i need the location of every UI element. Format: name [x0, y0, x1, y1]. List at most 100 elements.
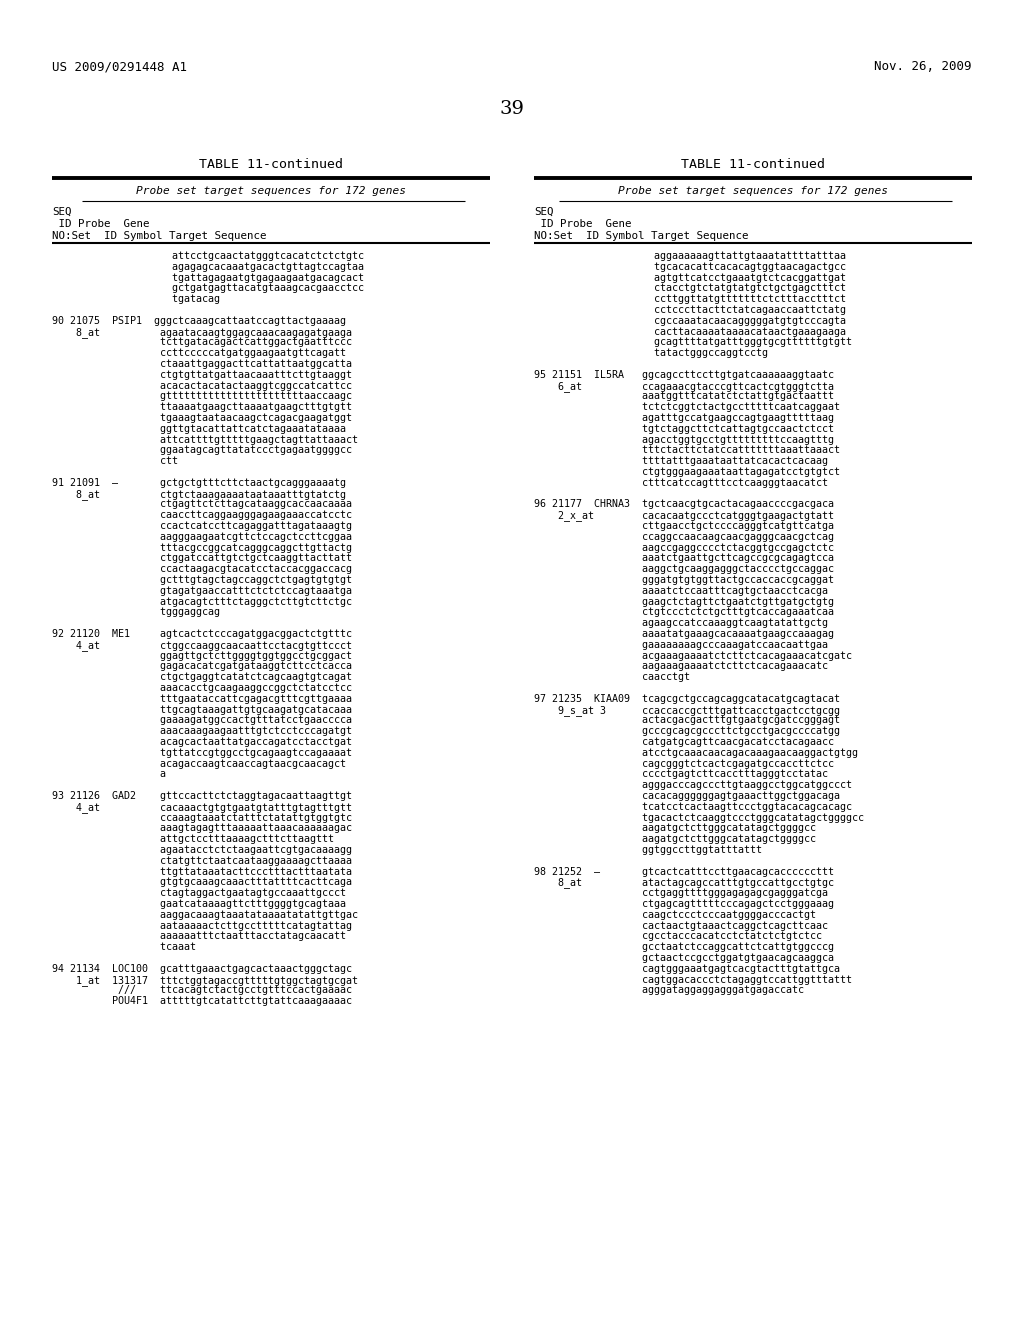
Text: 8_at          atactagcagccatttgtgccattgcctgtgc: 8_at atactagcagccatttgtgccattgcctgtgc [534, 878, 834, 888]
Text: cgcctacccacatcctctatctctgtctcc: cgcctacccacatcctctatctctgtctcc [534, 932, 822, 941]
Text: 98 21252  –       gtcactcatttccttgaacagcaccccccttt: 98 21252 – gtcactcatttccttgaacagcacccccc… [534, 867, 834, 876]
Text: agaagccatccaaaggtcaagtatattgctg: agaagccatccaaaggtcaagtatattgctg [534, 618, 828, 628]
Text: aaaatatgaaagcacaaaatgaagccaaagag: aaaatatgaaagcacaaaatgaagccaaagag [534, 630, 834, 639]
Text: US 2009/0291448 A1: US 2009/0291448 A1 [52, 59, 187, 73]
Text: tttctacttctatccatttttttaaattaaact: tttctacttctatccatttttttaaattaaact [534, 445, 840, 455]
Text: ctaaattgaggacttcattattaatggcatta: ctaaattgaggacttcattattaatggcatta [52, 359, 352, 370]
Text: POU4F1  atttttgtcatattcttgtattcaaagaaaac: POU4F1 atttttgtcatattcttgtattcaaagaaaac [52, 997, 352, 1006]
Text: attcctgcaactatgggtcacatctctctgtc: attcctgcaactatgggtcacatctctctgtc [52, 251, 364, 261]
Text: tgtctaggcttctcattagtgccaactctcct: tgtctaggcttctcattagtgccaactctcct [534, 424, 834, 434]
Text: ctgtgggaagaaataattagagatcctgtgtct: ctgtgggaagaaataattagagatcctgtgtct [534, 467, 840, 477]
Text: Probe set target sequences for 172 genes: Probe set target sequences for 172 genes [136, 186, 406, 195]
Text: aagatgctcttgggcatatagctggggcc: aagatgctcttgggcatatagctggggcc [534, 824, 816, 833]
Text: a: a [52, 770, 166, 779]
Text: cactaactgtaaactcaggctcagcttcaac: cactaactgtaaactcaggctcagcttcaac [534, 920, 828, 931]
Text: cctgaggttttgggagagagcgagggatcga: cctgaggttttgggagagagcgagggatcga [534, 888, 828, 898]
Text: ctt: ctt [52, 457, 178, 466]
Text: ctttcatccagtttcctcaagggtaacatct: ctttcatccagtttcctcaagggtaacatct [534, 478, 828, 488]
Text: tgggaggcag: tgggaggcag [52, 607, 220, 618]
Text: tgaaagtaataacaagctcagacgaagatggt: tgaaagtaataacaagctcagacgaagatggt [52, 413, 352, 422]
Text: ccactaagacgtacatcctaccacggaccacg: ccactaagacgtacatcctaccacggaccacg [52, 564, 352, 574]
Text: ccaaagtaaatctatttctatattgtggtgtc: ccaaagtaaatctatttctatattgtggtgtc [52, 813, 352, 822]
Text: caacctgt: caacctgt [534, 672, 690, 682]
Text: ///    ttcacagtctactgcctgtttccactgaaaac: /// ttcacagtctactgcctgtttccactgaaaac [52, 986, 352, 995]
Text: cccctgagtcttcacctttagggtcctatac: cccctgagtcttcacctttagggtcctatac [534, 770, 828, 779]
Text: aaaatctccaatttcagtgctaacctcacga: aaaatctccaatttcagtgctaacctcacga [534, 586, 828, 595]
Text: 1_at  131317  tttctggtagaccgtttttgtggctagtgcgat: 1_at 131317 tttctggtagaccgtttttgtggctagt… [52, 974, 358, 986]
Text: 2_x_at        cacacaatgccctcatgggtgaagactgtatt: 2_x_at cacacaatgccctcatgggtgaagactgtatt [534, 511, 834, 521]
Text: agagagcacaaatgacactgttagtccagtaa: agagagcacaaatgacactgttagtccagtaa [52, 261, 364, 272]
Text: tcaaat: tcaaat [52, 942, 196, 952]
Text: 92 21120  ME1     agtcactctcccagatggacggactctgtttc: 92 21120 ME1 agtcactctcccagatggacggactct… [52, 630, 352, 639]
Text: aagccgaggcccctctacggtgccgagctctc: aagccgaggcccctctacggtgccgagctctc [534, 543, 834, 553]
Text: Nov. 26, 2009: Nov. 26, 2009 [874, 59, 972, 73]
Text: SEQ: SEQ [52, 207, 72, 216]
Text: aaaaaatttctaatttacctatagcaacatt: aaaaaatttctaatttacctatagcaacatt [52, 932, 346, 941]
Text: gtttttttttttttttttttttttaaccaagc: gtttttttttttttttttttttttaaccaagc [52, 392, 352, 401]
Text: ctatgttctaatcaataaggaaaagcttaaaa: ctatgttctaatcaataaggaaaagcttaaaa [52, 855, 352, 866]
Text: tttacgccggcatcagggcaggcttgttactg: tttacgccggcatcagggcaggcttgttactg [52, 543, 352, 553]
Text: ttttatttgaaataattatcacactcacaag: ttttatttgaaataattatcacactcacaag [534, 457, 828, 466]
Text: agtgttcatcctgaaatgtctcacggattgat: agtgttcatcctgaaatgtctcacggattgat [534, 273, 846, 282]
Text: gtagatgaaccatttctctctccagtaaatga: gtagatgaaccatttctctctccagtaaatga [52, 586, 352, 595]
Text: tgcacacattcacacagtggtaacagactgcc: tgcacacattcacacagtggtaacagactgcc [534, 261, 846, 272]
Text: caaccttcaggaagggagaagaaaccatcctc: caaccttcaggaagggagaagaaaccatcctc [52, 511, 352, 520]
Text: 39: 39 [500, 100, 524, 117]
Text: atcctgcaaacaacagacaaagaacaaggactgtgg: atcctgcaaacaacagacaaagaacaaggactgtgg [534, 748, 858, 758]
Text: ggaatagcagttatatccctgagaatggggcc: ggaatagcagttatatccctgagaatggggcc [52, 445, 352, 455]
Text: gtgtgcaaagcaaactttattttcacttcaga: gtgtgcaaagcaaactttattttcacttcaga [52, 878, 352, 887]
Text: gaaaagatggccactgtttatcctgaacccca: gaaaagatggccactgtttatcctgaacccca [52, 715, 352, 726]
Text: TABLE 11-continued: TABLE 11-continued [681, 158, 825, 172]
Text: ggtggccttggtatttattt: ggtggccttggtatttattt [534, 845, 762, 855]
Text: ccttggttatgtttttttctctttacctttct: ccttggttatgtttttttctctttacctttct [534, 294, 846, 304]
Text: aaggacaaagtaaatataaaatatattgttgac: aaggacaaagtaaatataaaatatattgttgac [52, 909, 358, 920]
Text: ggttgtacattattcatctagaaatataaaa: ggttgtacattattcatctagaaatataaaa [52, 424, 346, 434]
Text: gggatgtgtggttactgccaccaccgcaggat: gggatgtgtggttactgccaccaccgcaggat [534, 576, 834, 585]
Text: tgacactctcaaggtccctgggcatatagctggggcc: tgacactctcaaggtccctgggcatatagctggggcc [534, 813, 864, 822]
Text: 4_at          cacaaactgtgtgaatgtatttgtagtttgtt: 4_at cacaaactgtgtgaatgtatttgtagtttgtt [52, 801, 352, 813]
Text: gcagttttatgatttgggtgcgttttttgtgtt: gcagttttatgatttgggtgcgttttttgtgtt [534, 338, 852, 347]
Text: ctgagcagtttttcccagagctcctgggaaag: ctgagcagtttttcccagagctcctgggaaag [534, 899, 834, 909]
Text: gaatcataaaagttctttggggtgcagtaaa: gaatcataaaagttctttggggtgcagtaaa [52, 899, 346, 909]
Text: cacacaggggggagtgaaacttggctggacaga: cacacaggggggagtgaaacttggctggacaga [534, 791, 840, 801]
Text: tgattagagaatgtgagaagaatgacagcact: tgattagagaatgtgagaagaatgacagcact [52, 273, 364, 282]
Text: 8_at          agaatacaagtggagcaaacaagagatgaaga: 8_at agaatacaagtggagcaaacaagagatgaaga [52, 326, 352, 338]
Text: attgctcctttaaaagctttcttaagttt: attgctcctttaaaagctttcttaagttt [52, 834, 334, 845]
Text: acgaaagaaaatctcttctcacagaaacatcgatc: acgaaagaaaatctcttctcacagaaacatcgatc [534, 651, 852, 660]
Text: aaggctgcaaggagggctacccctgccaggac: aaggctgcaaggagggctacccctgccaggac [534, 564, 834, 574]
Text: 6_at          ccagaaacgtacccgttcactcgtgggtctta: 6_at ccagaaacgtacccgttcactcgtgggtctta [534, 380, 834, 392]
Text: 8_at          ctgtctaaagaaaataataaatttgtatctg: 8_at ctgtctaaagaaaataataaatttgtatctg [52, 488, 346, 499]
Text: tcatcctcactaagttccctggtacacagcacagc: tcatcctcactaagttccctggtacacagcacagc [534, 801, 852, 812]
Text: ID Probe  Gene: ID Probe Gene [534, 219, 632, 228]
Text: SEQ: SEQ [534, 207, 554, 216]
Text: ctgtccctctctgctttgtcaccagaaatcaa: ctgtccctctctgctttgtcaccagaaatcaa [534, 607, 834, 618]
Text: aagaaagaaaatctcttctcacagaaacatc: aagaaagaaaatctcttctcacagaaacatc [534, 661, 828, 672]
Text: aaagtagagtttaaaaattaaacaaaaaagac: aaagtagagtttaaaaattaaacaaaaaagac [52, 824, 352, 833]
Text: cagcgggtctcactcgagatgccaccttctcc: cagcgggtctcactcgagatgccaccttctcc [534, 759, 834, 768]
Text: gcccgcagcgcccttctgcctgacgccccatgg: gcccgcagcgcccttctgcctgacgccccatgg [534, 726, 840, 737]
Text: agggataggaggagggatgagaccatc: agggataggaggagggatgagaccatc [534, 986, 804, 995]
Text: ttgcagtaaagattgtgcaagatgcatacaaa: ttgcagtaaagattgtgcaagatgcatacaaa [52, 705, 352, 714]
Text: gaaaaaaaagcccaaagatccaacaattgaa: gaaaaaaaagcccaaagatccaacaattgaa [534, 640, 828, 649]
Text: 94 21134  LOC100  gcatttgaaactgagcactaaactgggctagc: 94 21134 LOC100 gcatttgaaactgagcactaaact… [52, 964, 352, 974]
Text: ccactcatccttcagaggatttagataaagtg: ccactcatccttcagaggatttagataaagtg [52, 521, 352, 531]
Text: TABLE 11-continued: TABLE 11-continued [199, 158, 343, 172]
Text: aaacaaagaagaatttgtctcctcccagatgt: aaacaaagaagaatttgtctcctcccagatgt [52, 726, 352, 737]
Text: 96 21177  CHRNA3  tgctcaacgtgcactacagaaccccgacgaca: 96 21177 CHRNA3 tgctcaacgtgcactacagaaccc… [534, 499, 834, 510]
Text: atgacagtctttctagggctcttgtcttctgc: atgacagtctttctagggctcttgtcttctgc [52, 597, 352, 607]
Text: catgatgcagttcaacgacatcctacagaacc: catgatgcagttcaacgacatcctacagaacc [534, 737, 834, 747]
Text: ccttcccccatgatggaagaatgttcagatt: ccttcccccatgatggaagaatgttcagatt [52, 348, 346, 358]
Text: 97 21235  KIAA09  tcagcgctgccagcaggcatacatgcagtacat: 97 21235 KIAA09 tcagcgctgccagcaggcatacat… [534, 694, 840, 704]
Text: 91 21091  –       gctgctgtttcttctaactgcagggaaaatg: 91 21091 – gctgctgtttcttctaactgcagggaaaa… [52, 478, 346, 488]
Text: agaatacctctctaagaattcgtgacaaaagg: agaatacctctctaagaattcgtgacaaaagg [52, 845, 352, 855]
Text: ctgagttctcttagcataaggcaccaacaaaa: ctgagttctcttagcataaggcaccaacaaaa [52, 499, 352, 510]
Text: actacgacgactttgtgaatgcgatccgggagt: actacgacgactttgtgaatgcgatccgggagt [534, 715, 840, 726]
Text: 4_at          ctggccaaggcaacaattcctacgtgttccct: 4_at ctggccaaggcaacaattcctacgtgttccct [52, 640, 352, 651]
Text: aagggaagaatcgttctccagctccttcggaa: aagggaagaatcgttctccagctccttcggaa [52, 532, 352, 541]
Text: Probe set target sequences for 172 genes: Probe set target sequences for 172 genes [618, 186, 888, 195]
Text: 90 21075  PSIP1  gggctcaaagcattaatccagttactgaaaag: 90 21075 PSIP1 gggctcaaagcattaatccagttac… [52, 315, 346, 326]
Text: cttgaacctgctccccagggtcatgttcatga: cttgaacctgctccccagggtcatgttcatga [534, 521, 834, 531]
Text: tgttatccgtggcctgcagaagtccagaaaat: tgttatccgtggcctgcagaagtccagaaaat [52, 748, 352, 758]
Text: caagctccctcccaatggggacccactgt: caagctccctcccaatggggacccactgt [534, 909, 816, 920]
Text: gagacacatcgatgataaggtcttcctcacca: gagacacatcgatgataaggtcttcctcacca [52, 661, 352, 672]
